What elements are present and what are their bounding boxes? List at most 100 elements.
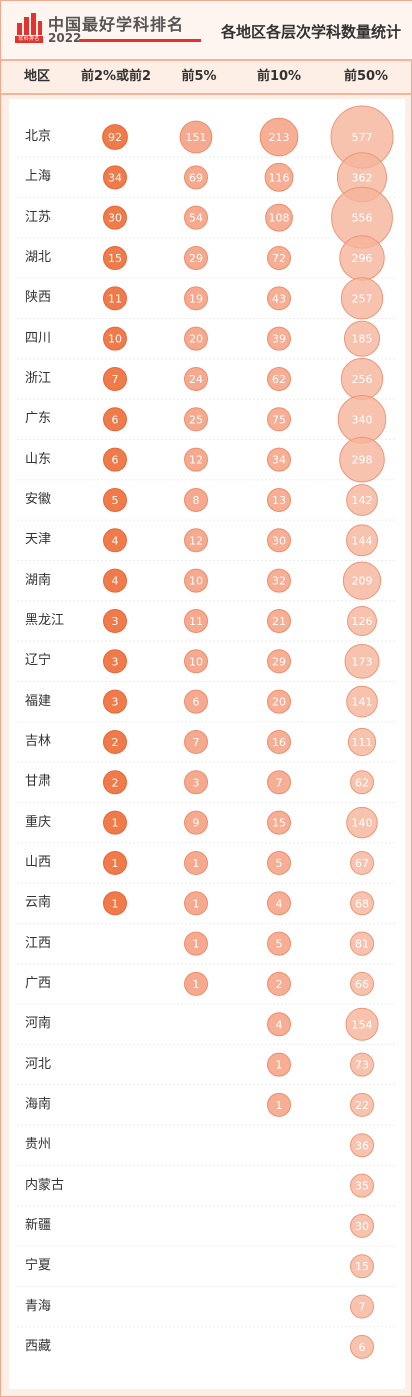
bubble-circle bbox=[267, 850, 291, 875]
region-label: 浙江 bbox=[25, 370, 52, 386]
bubble-chart: 5773625562962571852563402981421442091261… bbox=[17, 105, 397, 1359]
bubble-top2: 3 bbox=[103, 649, 127, 674]
bubble-top50: 256 bbox=[340, 357, 384, 401]
bubble-value-label: 577 bbox=[352, 131, 373, 144]
bubble-value-label: 67 bbox=[355, 857, 369, 870]
bubble-circle bbox=[344, 643, 380, 679]
bubble-top50: 173 bbox=[344, 643, 380, 679]
bubble-top5: 3 bbox=[184, 770, 208, 795]
region-label: 江西 bbox=[25, 935, 52, 951]
bubble-circle bbox=[184, 608, 208, 633]
bubble-top50: 30 bbox=[350, 1213, 374, 1238]
region-label: 内蒙古 bbox=[25, 1177, 65, 1193]
bubble-top5: 10 bbox=[184, 649, 208, 674]
bubble-value-label: 142 bbox=[352, 494, 373, 507]
bubble-value-label: 4 bbox=[112, 534, 119, 547]
bubble-circle bbox=[103, 649, 127, 674]
bubble-value-label: 73 bbox=[355, 1059, 369, 1072]
bubble-circle bbox=[184, 447, 208, 472]
bubble-value-label: 22 bbox=[355, 1099, 369, 1112]
bubble-value-label: 72 bbox=[272, 252, 286, 265]
bubble-top10: 4 bbox=[267, 1012, 291, 1037]
bubble-value-label: 4 bbox=[112, 575, 119, 588]
region-label: 贵州 bbox=[25, 1137, 52, 1153]
bubble-top2: 2 bbox=[103, 729, 127, 754]
bubble-value-label: 1 bbox=[112, 857, 119, 870]
bubble-value-label: 154 bbox=[352, 1018, 373, 1031]
bubble-circle bbox=[350, 1092, 374, 1117]
column-header-divider bbox=[1, 93, 412, 95]
bubble-top50: 62 bbox=[350, 770, 374, 795]
bubble-value-label: 144 bbox=[352, 534, 373, 547]
bubble-top50: 140 bbox=[346, 806, 378, 839]
bubble-value-label: 4 bbox=[276, 1018, 283, 1031]
bubble-value-label: 140 bbox=[352, 817, 373, 830]
bubble-circle bbox=[267, 326, 291, 351]
bubble-top50: 126 bbox=[347, 605, 377, 636]
bubble-circle bbox=[267, 245, 291, 270]
region-label: 湖北 bbox=[25, 249, 52, 265]
bubble-top5: 12 bbox=[184, 447, 208, 472]
bubble-circle bbox=[346, 524, 378, 557]
header: 软科排名 中国最好学科排名 2022 各地区各层次学科数量统计 bbox=[1, 1, 412, 59]
bubble-top50: 556 bbox=[331, 186, 393, 249]
bubble-circle bbox=[267, 487, 291, 512]
bubble-value-label: 340 bbox=[352, 413, 373, 426]
bubble-value-label: 29 bbox=[189, 252, 203, 265]
bubble-value-label: 7 bbox=[112, 373, 119, 386]
bubble-value-label: 30 bbox=[355, 1220, 369, 1233]
bubble-top5: 20 bbox=[184, 326, 208, 351]
bubble-top50: 68 bbox=[350, 891, 374, 916]
bubble-value-label: 1 bbox=[193, 938, 200, 951]
bubble-circle bbox=[184, 286, 208, 311]
bubble-value-label: 15 bbox=[272, 817, 286, 830]
bubble-value-label: 111 bbox=[352, 736, 373, 749]
bubble-circle bbox=[346, 685, 378, 718]
bubble-top50: 36 bbox=[350, 1133, 374, 1158]
region-label: 北京 bbox=[25, 129, 52, 144]
bubble-circle bbox=[350, 891, 374, 916]
bubble-circle bbox=[350, 770, 374, 795]
logo-caption: 软科排名 bbox=[15, 36, 43, 43]
bubble-top5: 69 bbox=[184, 165, 208, 190]
bubble-circle bbox=[103, 689, 127, 714]
bubble-value-label: 21 bbox=[272, 615, 286, 628]
bubble-circle bbox=[184, 245, 208, 270]
bubble-top5: 29 bbox=[184, 245, 208, 270]
bubble-circle bbox=[184, 568, 208, 593]
bubble-circle bbox=[184, 528, 208, 553]
bubble-value-label: 19 bbox=[189, 292, 203, 305]
bubble-value-label: 1 bbox=[193, 978, 200, 991]
bubble-top50: 296 bbox=[339, 235, 385, 281]
bubble-circle bbox=[179, 120, 213, 154]
bubble-value-label: 7 bbox=[276, 776, 283, 789]
bubble-value-label: 7 bbox=[359, 1301, 366, 1314]
region-label: 甘肃 bbox=[25, 774, 52, 790]
bubble-value-label: 25 bbox=[189, 413, 203, 426]
bubble-top50: 7 bbox=[350, 1294, 374, 1319]
bubble-top5: 1 bbox=[184, 891, 208, 916]
page-title: 各地区各层次学科数量统计 bbox=[220, 23, 401, 41]
bubble-top10: 213 bbox=[259, 117, 299, 157]
bubble-top50: 66 bbox=[350, 971, 374, 996]
bubble-circle bbox=[267, 770, 291, 795]
bubble-top2: 4 bbox=[103, 528, 127, 553]
bubble-value-label: 20 bbox=[189, 333, 203, 346]
bubble-value-label: 296 bbox=[352, 252, 373, 265]
bubble-circle bbox=[267, 891, 291, 916]
bubble-top10: 16 bbox=[267, 729, 291, 754]
bubble-circle bbox=[346, 484, 378, 516]
bubble-value-label: 30 bbox=[108, 212, 122, 225]
bubble-value-label: 2 bbox=[276, 978, 283, 991]
bubble-top5: 8 bbox=[184, 487, 208, 512]
bubble-value-label: 298 bbox=[352, 454, 373, 467]
bubble-value-label: 3 bbox=[112, 615, 119, 628]
bubble-circle bbox=[184, 487, 208, 512]
bubble-top2: 11 bbox=[103, 286, 127, 311]
bubble-circle bbox=[267, 689, 291, 714]
bubble-value-label: 257 bbox=[352, 292, 373, 305]
bubble-top50: 298 bbox=[339, 436, 385, 483]
bubble-circle bbox=[350, 1254, 374, 1279]
bubble-top50: 73 bbox=[350, 1052, 374, 1077]
brand-year: 2022 bbox=[48, 31, 82, 45]
